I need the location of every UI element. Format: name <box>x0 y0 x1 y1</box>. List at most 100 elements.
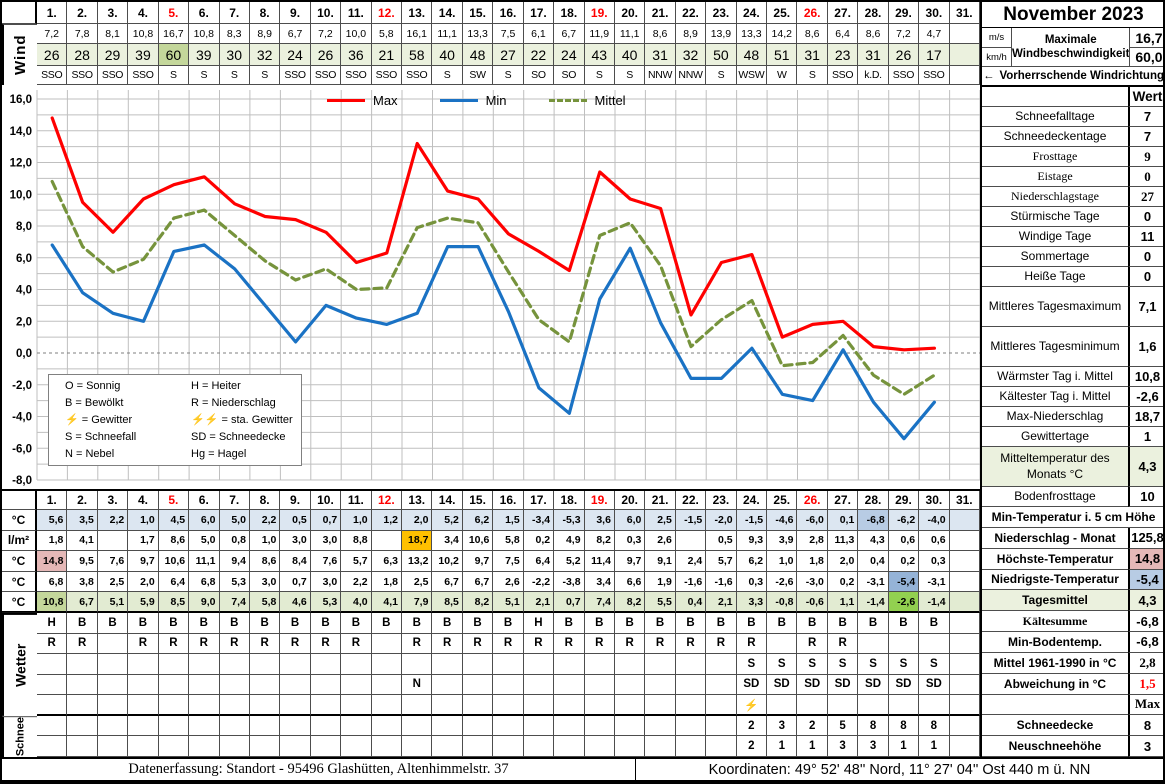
stat-value[interactable]: 4,3 <box>1128 447 1163 487</box>
fresh-snow-cell[interactable]: 3 <box>827 736 859 757</box>
max-temp-cell[interactable]: 0,4 <box>858 551 889 572</box>
snow-depth-cell[interactable] <box>310 715 342 737</box>
fresh-snow-cell[interactable]: 3 <box>858 736 889 757</box>
min-temp-cell[interactable]: 1,8 <box>371 571 403 593</box>
snow-depth-cell[interactable] <box>402 715 433 737</box>
weather-sky-cell[interactable]: B <box>219 612 250 634</box>
snow-depth-cell[interactable] <box>371 715 403 737</box>
weather-thunder-cell[interactable] <box>827 695 859 716</box>
day-header-cell[interactable]: 6. <box>189 491 220 510</box>
min-temp-cell[interactable]: -3,1 <box>858 571 889 593</box>
weather-rain-cell[interactable]: R <box>554 633 585 655</box>
summary-row-value[interactable]: 1,5 <box>1128 673 1163 695</box>
day-header-cell[interactable]: 30. <box>919 2 950 24</box>
max-temp-cell[interactable]: 9,1 <box>645 551 676 572</box>
weather-rain-cell[interactable]: R <box>37 633 68 655</box>
weather-thunder-cell[interactable] <box>462 695 494 716</box>
weather-thunder-cell[interactable] <box>614 695 646 716</box>
weather-fog-snowcover-cell[interactable] <box>371 674 403 696</box>
wind-kmh-cell[interactable]: 51 <box>767 44 798 66</box>
wind-speed-cell[interactable]: 8,1 <box>97 24 129 44</box>
wind-speed-cell[interactable] <box>949 24 980 44</box>
weather-fog-snowcover-cell[interactable]: SD <box>888 674 920 696</box>
weather-fog-snowcover-cell[interactable] <box>280 674 311 696</box>
max-temp-cell[interactable]: 8,6 <box>249 551 281 572</box>
daily-mean-cell[interactable]: 7,4 <box>219 592 250 613</box>
weather-thunder-cell[interactable] <box>645 695 676 716</box>
weather-sky-cell[interactable]: H <box>523 612 555 634</box>
weather-sky-cell[interactable]: B <box>402 612 433 634</box>
precipitation-cell[interactable]: 0,6 <box>919 530 950 552</box>
min-temp-cell[interactable]: 3,0 <box>249 571 281 593</box>
weather-rain-cell[interactable]: R <box>432 633 463 655</box>
wind-direction-cell[interactable]: S <box>493 66 524 85</box>
weather-thunder-cell[interactable] <box>493 695 524 716</box>
min-ground-temp-cell[interactable]: 2,0 <box>402 510 433 531</box>
max-temp-cell[interactable] <box>949 551 980 572</box>
precipitation-cell[interactable] <box>675 530 707 552</box>
weather-fog-snowcover-cell[interactable] <box>645 674 676 696</box>
max-temp-cell[interactable]: 7,6 <box>310 551 342 572</box>
weather-rain-cell[interactable]: R <box>158 633 190 655</box>
weather-thunder-cell[interactable] <box>371 695 403 716</box>
weather-snowfall-cell[interactable] <box>675 654 707 675</box>
wind-direction-cell[interactable]: NNW <box>675 66 707 85</box>
wind-speed-cell[interactable]: 16,1 <box>402 24 433 44</box>
min-ground-temp-cell[interactable]: 4,5 <box>158 510 190 531</box>
min-ground-temp-cell[interactable]: -1,5 <box>736 510 768 531</box>
day-header-cell[interactable]: 23. <box>706 491 737 510</box>
daily-mean-cell[interactable]: 7,9 <box>402 592 433 613</box>
weather-sky-cell[interactable]: B <box>919 612 950 634</box>
wind-direction-cell[interactable]: S <box>249 66 281 85</box>
weather-sky-cell[interactable]: H <box>37 612 68 634</box>
weather-thunder-cell[interactable] <box>706 695 737 716</box>
stat-value[interactable]: 0 <box>1128 167 1163 187</box>
weather-thunder-cell[interactable] <box>675 695 707 716</box>
wind-kmh-cell[interactable]: 23 <box>827 44 859 66</box>
max-temp-cell[interactable]: 11,1 <box>189 551 220 572</box>
day-header-cell[interactable]: 29. <box>888 2 920 24</box>
weather-rain-cell[interactable]: R <box>736 633 768 655</box>
wind-direction-cell[interactable]: SSO <box>310 66 342 85</box>
stat-value[interactable]: 0 <box>1128 247 1163 267</box>
weather-fog-snowcover-cell[interactable] <box>37 674 68 696</box>
weather-sky-cell[interactable]: B <box>341 612 372 634</box>
wind-speed-cell[interactable]: 7,5 <box>493 24 524 44</box>
daily-mean-cell[interactable]: 4,1 <box>371 592 403 613</box>
fresh-snow-cell[interactable] <box>67 736 98 757</box>
precipitation-cell[interactable]: 2,8 <box>797 530 828 552</box>
precipitation-cell[interactable] <box>97 530 129 552</box>
weather-fog-snowcover-cell[interactable]: SD <box>858 674 889 696</box>
fresh-snow-cell[interactable] <box>310 736 342 757</box>
day-header-cell[interactable]: 7. <box>219 2 250 24</box>
wind-speed-cell[interactable]: 6,7 <box>280 24 311 44</box>
weather-rain-cell[interactable] <box>371 633 403 655</box>
weather-snowfall-cell[interactable] <box>493 654 524 675</box>
weather-fog-snowcover-cell[interactable] <box>219 674 250 696</box>
snow-depth-cell[interactable] <box>37 715 68 737</box>
wind-speed-cell[interactable]: 6,1 <box>523 24 555 44</box>
snow-depth-cell[interactable] <box>158 715 190 737</box>
weather-snowfall-cell[interactable] <box>128 654 159 675</box>
wind-direction-cell[interactable]: SSO <box>280 66 311 85</box>
min-ground-temp-cell[interactable]: 6,0 <box>189 510 220 531</box>
wind-direction-cell[interactable]: k.D. <box>858 66 889 85</box>
weather-snowfall-cell[interactable] <box>402 654 433 675</box>
wind-direction-cell[interactable]: SSO <box>67 66 98 85</box>
daily-mean-cell[interactable]: 2,1 <box>523 592 555 613</box>
snow-depth-cell[interactable] <box>645 715 676 737</box>
daily-mean-cell[interactable]: -0,8 <box>767 592 798 613</box>
wind-speed-cell[interactable]: 5,8 <box>371 24 403 44</box>
stat-value[interactable]: 7,1 <box>1128 287 1163 327</box>
daily-mean-cell[interactable]: 5,1 <box>97 592 129 613</box>
snow-depth-cell[interactable] <box>249 715 281 737</box>
fresh-snow-cell[interactable] <box>219 736 250 757</box>
snow-depth-cell[interactable] <box>949 715 980 737</box>
max-temp-cell[interactable]: 9,5 <box>67 551 98 572</box>
snow-depth-cell[interactable] <box>523 715 555 737</box>
min-temp-cell[interactable]: -3,0 <box>797 571 828 593</box>
min-temp-cell[interactable]: 3,0 <box>310 571 342 593</box>
precipitation-cell[interactable]: 9,3 <box>736 530 768 552</box>
precipitation-cell[interactable]: 1,7 <box>128 530 159 552</box>
snow-depth-cell[interactable] <box>614 715 646 737</box>
